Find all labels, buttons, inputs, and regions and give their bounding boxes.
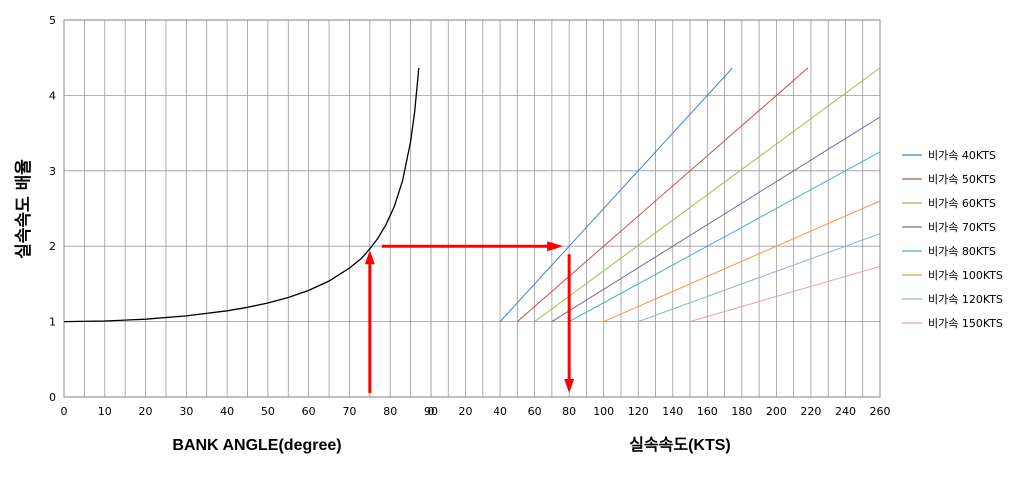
left-x-tick-label: 70 [342, 405, 356, 418]
legend-label: 비가속 100KTS [928, 269, 1003, 282]
right-x-tick-label: 160 [697, 405, 718, 418]
y-tick-label: 5 [49, 14, 56, 27]
left-x-tick-label: 30 [179, 405, 193, 418]
right-x-tick-label: 260 [870, 405, 891, 418]
y-axis-label: 실속속도 배율 [14, 159, 34, 259]
series-line-3 [534, 67, 881, 323]
series-line-5 [568, 151, 881, 323]
legend-label: 비가속 150KTS [928, 317, 1003, 330]
left-x-axis-label: BANK ANGLE(degree) [172, 437, 341, 454]
right-x-tick-label: 240 [835, 405, 856, 418]
right-x-tick-label: 120 [628, 405, 649, 418]
right-x-tick-label: 0 [428, 405, 435, 418]
legend-label: 비가속 60KTS [928, 197, 996, 210]
legend: 비가속 40KTS 비가속 50KTS 비가속 60KTS 비가속 70KTS 비가속 … [902, 149, 1003, 330]
legend-label: 비가속 50KTS [928, 173, 996, 186]
arrow-right-head [547, 241, 564, 252]
right-x-tick-label: 220 [800, 405, 821, 418]
right-x-axis-label: 실속속도(KTS) [629, 436, 731, 454]
y-tick-label: 4 [49, 89, 56, 102]
right-x-tick-label: 140 [662, 405, 683, 418]
legend-label: 비가속 70KTS [928, 221, 996, 234]
left-x-tick-label: 40 [220, 405, 234, 418]
y-tick-label: 3 [49, 165, 56, 178]
right-x-tick-label: 200 [766, 405, 787, 418]
right-x-tick-label: 80 [562, 405, 576, 418]
left-x-tick-label: 0 [61, 405, 68, 418]
right-x-tick-label: 100 [593, 405, 614, 418]
series-line-6 [603, 200, 881, 323]
arrow-up-head [364, 250, 375, 265]
left-x-tick-label: 90 [424, 405, 438, 418]
series-line-4 [551, 116, 881, 323]
right-x-tick-label: 20 [459, 405, 473, 418]
example-arrows [364, 241, 575, 393]
left-x-tick-label: 20 [139, 405, 153, 418]
left-x-tick-label: 50 [261, 405, 275, 418]
plot-area [64, 20, 880, 397]
plot-border [63, 19, 881, 398]
right-x-tick-label: 180 [731, 405, 752, 418]
legend-label: 비가속 40KTS [928, 149, 996, 162]
right-x-tick-label: 60 [528, 405, 542, 418]
left-x-tick-label: 60 [302, 405, 316, 418]
legend-label: 비가속 80KTS [928, 245, 996, 258]
legend-label: 비가속 120KTS [928, 293, 1003, 306]
left-x-tick-label: 10 [98, 405, 112, 418]
bank-angle-curve [63, 67, 420, 323]
y-tick-label: 0 [49, 391, 56, 404]
right-x-tick-label: 40 [493, 405, 507, 418]
left-x-tick-label: 80 [383, 405, 397, 418]
y-tick-label: 2 [49, 240, 56, 253]
gridlines [63, 19, 881, 398]
y-tick-label: 1 [49, 316, 56, 329]
series-line-7 [638, 233, 881, 323]
series-line-8 [689, 265, 881, 323]
arrow-down-head [564, 379, 575, 393]
series-lines [63, 67, 881, 323]
series-line-1 [499, 67, 733, 322]
series-line-2 [516, 67, 809, 322]
